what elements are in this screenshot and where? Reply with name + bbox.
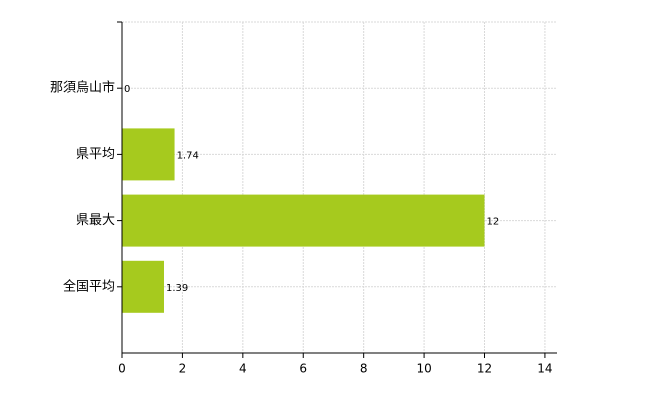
- value-label: 1.39: [166, 283, 188, 294]
- y-tick-label: 県平均: [76, 147, 115, 162]
- x-tick-label: 4: [239, 362, 247, 376]
- y-tick-label: 県最大: [76, 213, 115, 228]
- x-tick-label: 10: [416, 362, 431, 376]
- value-label: 0: [124, 84, 130, 95]
- bar: [122, 260, 164, 313]
- value-label: 1.74: [177, 150, 199, 161]
- y-tick-label: 全国平均: [63, 278, 115, 294]
- bar: [122, 194, 485, 247]
- y-tick-label: 那須烏山市: [50, 80, 115, 96]
- x-tick-label: 8: [360, 362, 368, 376]
- x-tick-label: 12: [477, 362, 492, 376]
- x-tick-label: 6: [299, 362, 307, 376]
- x-tick-label: 0: [118, 362, 126, 376]
- x-tick-label: 14: [537, 362, 552, 376]
- bar: [122, 128, 175, 181]
- value-label: 12: [487, 217, 500, 228]
- x-tick-label: 2: [179, 362, 187, 376]
